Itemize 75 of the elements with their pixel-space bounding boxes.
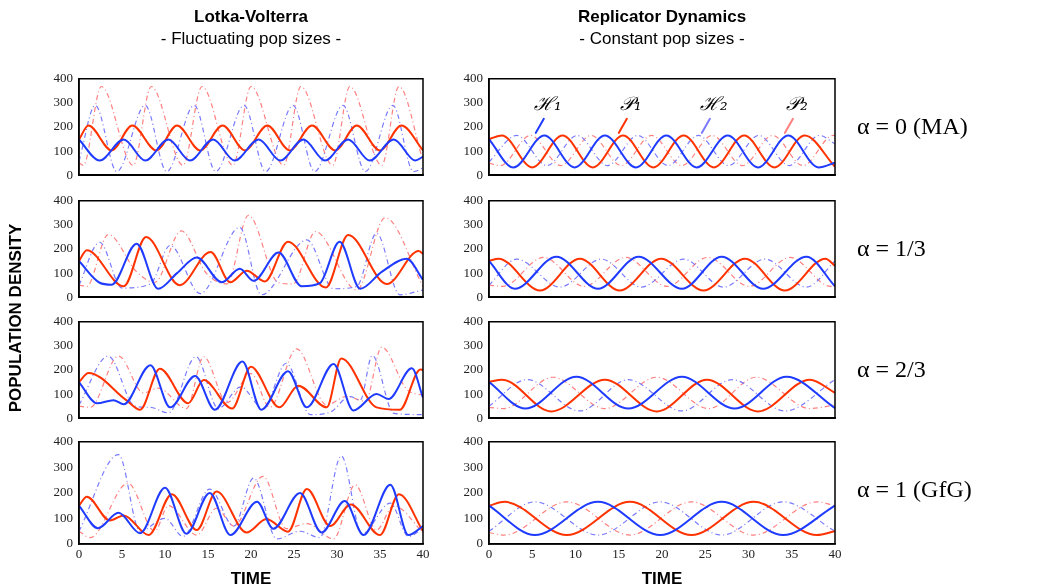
series-label: 𝒫₂ [786,91,808,114]
x-tick-label: 20 [244,546,258,562]
x-axis-title: TIME [641,569,683,587]
line-series [79,453,423,540]
y-tick-label: 0 [66,535,73,551]
y-tick-label: 100 [53,142,73,158]
y-tick-label: 0 [476,535,483,551]
y-tick-label: 300 [463,94,483,110]
chart-subtitle: - Fluctuating pop sizes - [159,29,343,49]
x-tick-label: 15 [612,546,626,562]
y-tick-label: 300 [53,458,73,474]
y-tick-label: 300 [463,337,483,353]
y-tick-label: 400 [53,313,73,329]
series-label: ℋ₂ [700,91,728,114]
y-tick-label: 200 [463,361,483,377]
y-tick-label: 200 [53,361,73,377]
y-tick-label: 200 [53,118,73,134]
x-tick-label: 35 [373,546,387,562]
y-tick-label: 400 [53,192,73,208]
text: α = 2/3 [857,356,926,383]
y-tick-label: 100 [53,509,73,525]
y-tick-label: 100 [463,509,483,525]
x-tick-label: 10 [158,546,172,562]
x-tick-label: 5 [529,546,536,562]
y-tick-label: 400 [463,313,483,329]
series-label: 𝒫₁ [620,91,642,114]
y-tick-label: 0 [476,166,483,182]
line-series [79,214,423,291]
y-tick-label: 0 [476,288,483,304]
y-tick-label: 300 [53,94,73,110]
y-tick-label: 400 [53,70,73,86]
y-tick-label: 200 [463,118,483,134]
x-tick-label: 25 [698,546,712,562]
y-tick-label: 0 [66,288,73,304]
y-tick-label: 0 [66,409,73,425]
y-tick-label: 100 [53,385,73,401]
y-tick-label: 300 [53,216,73,232]
y-tick-label: 300 [463,216,483,232]
x-tick-label: 30 [330,546,344,562]
y-tick-label: 200 [53,484,73,500]
y-tick-label: 400 [463,70,483,86]
y-tick-label: 300 [53,337,73,353]
x-tick-label: 15 [201,546,215,562]
y-axis-title: POPULATION DENSITY [6,223,26,413]
y-tick-label: 100 [53,264,73,280]
text: α = 0 (MA) [857,113,968,140]
text: α = 1 (GfG) [857,476,972,503]
x-tick-label: 40 [416,546,430,562]
line-series [79,85,423,166]
y-tick-label: 0 [476,409,483,425]
x-tick-label: 35 [785,546,799,562]
x-axis-title: TIME [230,569,272,587]
series-label: ℋ₁ [534,91,562,114]
y-tick-label: 100 [463,142,483,158]
x-tick-label: 30 [742,546,755,562]
chart-title: Lotka-Volterra [193,7,309,27]
y-tick-label: 300 [463,458,483,474]
y-tick-label: 400 [463,192,483,208]
x-tick-label: 20 [655,546,669,562]
y-tick-label: 200 [463,240,483,256]
y-tick-label: 200 [463,484,483,500]
x-tick-label: 40 [828,546,842,562]
y-tick-label: 400 [463,433,483,449]
y-tick-label: 0 [66,166,73,182]
y-tick-label: 100 [463,264,483,280]
y-tick-label: 400 [53,433,73,449]
x-tick-label: 10 [569,546,582,562]
chart-title: Replicator Dynamics [576,7,748,27]
chart-subtitle: - Constant pop sizes - [578,29,746,49]
text: α = 1/3 [857,235,926,262]
x-tick-label: 25 [287,546,301,562]
x-tick-label: 5 [118,546,126,562]
y-tick-label: 200 [53,240,73,256]
line-series [79,346,423,410]
y-tick-label: 100 [463,385,483,401]
